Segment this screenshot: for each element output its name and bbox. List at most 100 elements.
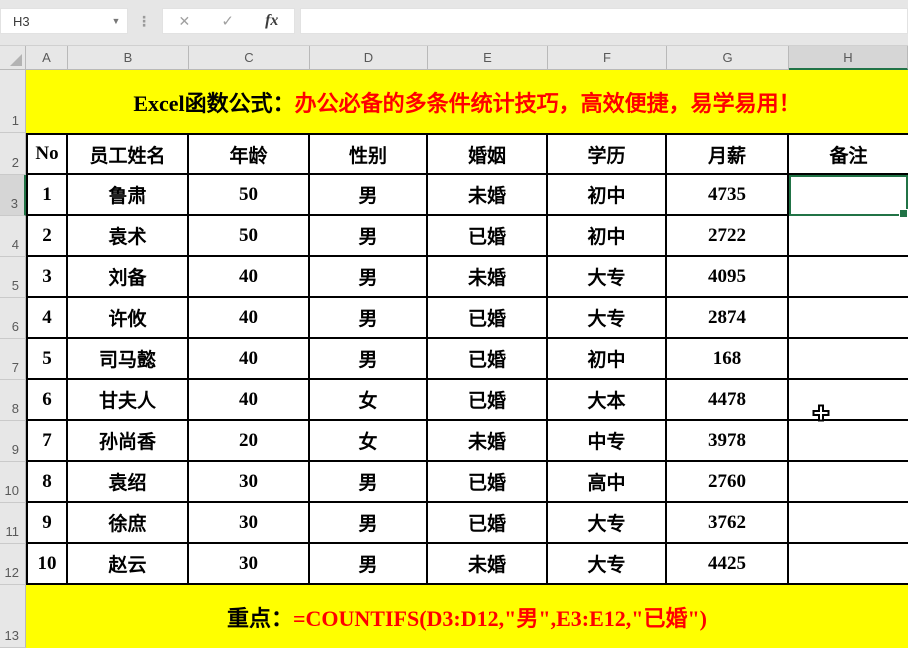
column-header-c[interactable]: C <box>189 46 310 70</box>
cell-C9[interactable]: 20 <box>189 421 310 462</box>
cell-C8[interactable]: 40 <box>189 380 310 421</box>
cell-F7[interactable]: 初中 <box>548 339 667 380</box>
cell-D12[interactable]: 男 <box>310 544 428 585</box>
column-header-d[interactable]: D <box>310 46 428 70</box>
enter-icon[interactable]: ✓ <box>221 13 234 30</box>
cell-B7[interactable]: 司马懿 <box>68 339 189 380</box>
cell-E9[interactable]: 未婚 <box>428 421 548 462</box>
cell-H11[interactable] <box>789 503 908 544</box>
cell-A10[interactable]: 8 <box>26 462 68 503</box>
cell-E10[interactable]: 已婚 <box>428 462 548 503</box>
cell-A5[interactable]: 3 <box>26 257 68 298</box>
cell-H9[interactable] <box>789 421 908 462</box>
cell-A8[interactable]: 6 <box>26 380 68 421</box>
cell-E3[interactable]: 未婚 <box>428 175 548 216</box>
top-banner[interactable]: Excel函数公式： 办公必备的多条件统计技巧，高效便捷，易学易用！ <box>26 70 908 133</box>
cell-F12[interactable]: 大专 <box>548 544 667 585</box>
row-header-1[interactable]: 1 <box>0 70 26 133</box>
cell-F8[interactable]: 大本 <box>548 380 667 421</box>
cell-D9[interactable]: 女 <box>310 421 428 462</box>
row-header-4[interactable]: 4 <box>0 216 26 257</box>
cell-F5[interactable]: 大专 <box>548 257 667 298</box>
cell-A9[interactable]: 7 <box>26 421 68 462</box>
cell-B6[interactable]: 许攸 <box>68 298 189 339</box>
cell-E4[interactable]: 已婚 <box>428 216 548 257</box>
row-header-13[interactable]: 13 <box>0 585 26 648</box>
cell-C6[interactable]: 40 <box>189 298 310 339</box>
cell-H2[interactable]: 备注 <box>789 133 908 175</box>
cell-D2[interactable]: 性别 <box>310 133 428 175</box>
cell-B12[interactable]: 赵云 <box>68 544 189 585</box>
cell-H4[interactable] <box>789 216 908 257</box>
column-header-f[interactable]: F <box>548 46 667 70</box>
cell-B2[interactable]: 员工姓名 <box>68 133 189 175</box>
cell-D10[interactable]: 男 <box>310 462 428 503</box>
row-header-7[interactable]: 7 <box>0 339 26 380</box>
row-header-3[interactable]: 3 <box>0 175 26 216</box>
row-header-2[interactable]: 2 <box>0 133 26 175</box>
cell-E6[interactable]: 已婚 <box>428 298 548 339</box>
cell-H6[interactable] <box>789 298 908 339</box>
row-header-5[interactable]: 5 <box>0 257 26 298</box>
bottom-banner[interactable]: 重点： =COUNTIFS(D3:D12,"男",E3:E12,"已婚") <box>26 585 908 648</box>
cell-B4[interactable]: 袁术 <box>68 216 189 257</box>
cell-G12[interactable]: 4425 <box>667 544 789 585</box>
cell-B10[interactable]: 袁绍 <box>68 462 189 503</box>
cell-B8[interactable]: 甘夫人 <box>68 380 189 421</box>
cell-G3[interactable]: 4735 <box>667 175 789 216</box>
cell-C3[interactable]: 50 <box>189 175 310 216</box>
cell-A7[interactable]: 5 <box>26 339 68 380</box>
cell-A2[interactable]: No <box>26 133 68 175</box>
column-header-g[interactable]: G <box>667 46 789 70</box>
cell-C12[interactable]: 30 <box>189 544 310 585</box>
cell-G8[interactable]: 4478 <box>667 380 789 421</box>
cell-B11[interactable]: 徐庶 <box>68 503 189 544</box>
cell-A6[interactable]: 4 <box>26 298 68 339</box>
row-header-9[interactable]: 9 <box>0 421 26 462</box>
row-header-6[interactable]: 6 <box>0 298 26 339</box>
cell-G4[interactable]: 2722 <box>667 216 789 257</box>
column-header-e[interactable]: E <box>428 46 548 70</box>
cell-F6[interactable]: 大专 <box>548 298 667 339</box>
cell-B5[interactable]: 刘备 <box>68 257 189 298</box>
cell-H12[interactable] <box>789 544 908 585</box>
formula-bar-input[interactable] <box>300 8 908 34</box>
row-header-8[interactable]: 8 <box>0 380 26 421</box>
name-box-dropdown-icon[interactable]: ▼ <box>111 16 121 26</box>
cell-C5[interactable]: 40 <box>189 257 310 298</box>
cell-F4[interactable]: 初中 <box>548 216 667 257</box>
cell-E7[interactable]: 已婚 <box>428 339 548 380</box>
cell-F11[interactable]: 大专 <box>548 503 667 544</box>
cell-G2[interactable]: 月薪 <box>667 133 789 175</box>
cell-D5[interactable]: 男 <box>310 257 428 298</box>
cell-A12[interactable]: 10 <box>26 544 68 585</box>
cell-E12[interactable]: 未婚 <box>428 544 548 585</box>
cell-A3[interactable]: 1 <box>26 175 68 216</box>
row-header-11[interactable]: 11 <box>0 503 26 544</box>
cell-G9[interactable]: 3978 <box>667 421 789 462</box>
select-all-corner[interactable] <box>0 46 26 70</box>
cell-H7[interactable] <box>789 339 908 380</box>
column-header-a[interactable]: A <box>26 46 68 70</box>
cell-D3[interactable]: 男 <box>310 175 428 216</box>
column-header-h[interactable]: H <box>789 46 908 70</box>
cell-E5[interactable]: 未婚 <box>428 257 548 298</box>
cell-C7[interactable]: 40 <box>189 339 310 380</box>
cell-D8[interactable]: 女 <box>310 380 428 421</box>
cell-C10[interactable]: 30 <box>189 462 310 503</box>
cell-G5[interactable]: 4095 <box>667 257 789 298</box>
cell-B9[interactable]: 孙尚香 <box>68 421 189 462</box>
cell-F2[interactable]: 学历 <box>548 133 667 175</box>
cell-H3[interactable] <box>789 175 908 218</box>
row-header-12[interactable]: 12 <box>0 544 26 585</box>
cell-A4[interactable]: 2 <box>26 216 68 257</box>
name-box[interactable]: H3 ▼ <box>0 8 128 34</box>
insert-function-icon[interactable]: fx <box>265 12 279 29</box>
cell-C2[interactable]: 年龄 <box>189 133 310 175</box>
cell-C4[interactable]: 50 <box>189 216 310 257</box>
cell-D4[interactable]: 男 <box>310 216 428 257</box>
cell-G7[interactable]: 168 <box>667 339 789 380</box>
cell-E11[interactable]: 已婚 <box>428 503 548 544</box>
cell-D7[interactable]: 男 <box>310 339 428 380</box>
cell-F10[interactable]: 高中 <box>548 462 667 503</box>
